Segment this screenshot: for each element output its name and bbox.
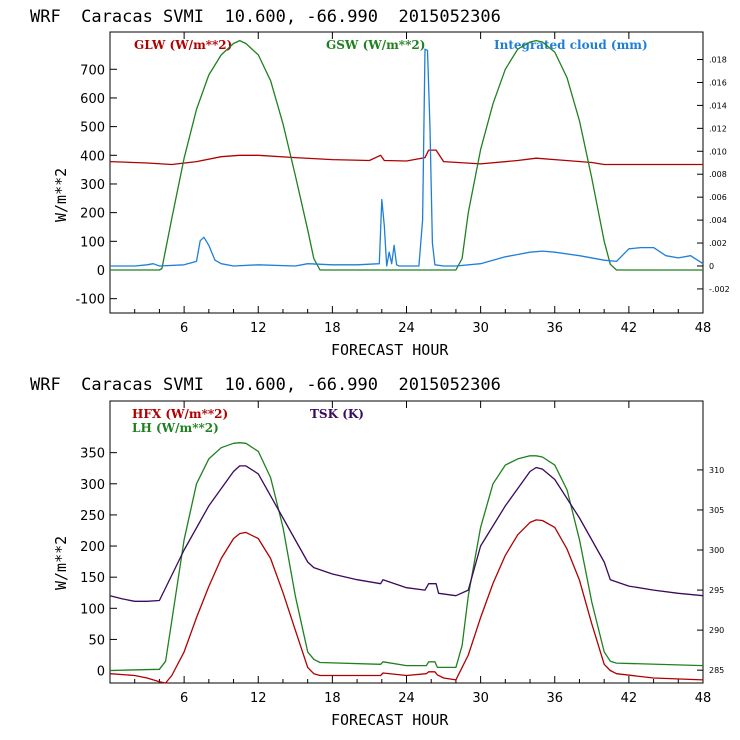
y-tick-label: 200 bbox=[80, 540, 105, 555]
y-tick-label: 250 bbox=[80, 509, 105, 524]
y-tick-label: 0 bbox=[97, 665, 105, 680]
y2-tick-label: 290 bbox=[709, 626, 724, 635]
x-axis-label: FORECAST HOUR bbox=[331, 711, 449, 729]
y2-tick-label: 285 bbox=[709, 666, 724, 675]
y2-tick-label: .016 bbox=[709, 78, 727, 87]
x-tick-label: 6 bbox=[180, 691, 188, 706]
x-tick-label: 42 bbox=[621, 321, 638, 336]
y-tick-label: 100 bbox=[80, 602, 105, 617]
y2-tick-label: .004 bbox=[709, 216, 727, 225]
y-tick-label: 500 bbox=[80, 121, 105, 136]
x-tick-label: 12 bbox=[250, 691, 267, 706]
legend-hfx: HFX (W/m**2) bbox=[132, 407, 228, 421]
y2-tick-label: 0 bbox=[709, 262, 714, 271]
x-tick-label: 48 bbox=[695, 321, 712, 336]
x-tick-label: 24 bbox=[398, 691, 415, 706]
x-tick-label: 24 bbox=[398, 321, 415, 336]
y-tick-label: 600 bbox=[80, 92, 105, 107]
legend-tsk: TSK (K) bbox=[310, 407, 364, 421]
x-tick-label: 30 bbox=[472, 321, 489, 336]
y2-tick-label: 305 bbox=[709, 506, 724, 515]
y2-tick-label: .010 bbox=[709, 147, 727, 156]
y2-tick-label: .006 bbox=[709, 193, 727, 202]
series-line-glw bbox=[109, 149, 703, 166]
x-tick-label: 12 bbox=[250, 321, 267, 336]
chart-title: WRF Caracas SVMI 10.600, -66.990 2015052… bbox=[30, 375, 501, 395]
x-tick-label: 48 bbox=[695, 691, 712, 706]
series-line-integrated bbox=[110, 48, 704, 267]
y-tick-label: 100 bbox=[80, 235, 105, 250]
series-line-tsk bbox=[109, 465, 704, 602]
legend-lh: LH (W/m**2) bbox=[132, 421, 219, 435]
y2-tick-label: .002 bbox=[709, 239, 727, 248]
y-tick-label: 350 bbox=[80, 447, 105, 462]
y2-tick-label: .014 bbox=[709, 101, 727, 110]
surface-flux-chart: WRF Caracas SVMI 10.600, -66.990 2015052… bbox=[30, 375, 724, 729]
y-axis-label: W/m**2 bbox=[52, 168, 70, 222]
y-tick-label: 300 bbox=[80, 178, 105, 193]
chart-title: WRF Caracas SVMI 10.600, -66.990 2015052… bbox=[30, 7, 501, 27]
x-tick-label: 18 bbox=[324, 691, 341, 706]
legend-glw: GLW (W/m**2) bbox=[134, 38, 232, 52]
y2-tick-label: .018 bbox=[709, 56, 727, 65]
series-line-lh bbox=[109, 442, 704, 672]
x-axis-label: FORECAST HOUR bbox=[331, 341, 449, 359]
y-tick-label: 0 bbox=[97, 264, 105, 279]
y-tick-label: 50 bbox=[88, 633, 105, 648]
plot-frame bbox=[109, 400, 704, 684]
plot-frame bbox=[109, 31, 704, 314]
y2-tick-label: -.002 bbox=[709, 285, 730, 294]
y2-tick-label: .012 bbox=[709, 124, 727, 133]
radiation-chart: WRF Caracas SVMI 10.600, -66.990 2015052… bbox=[30, 7, 730, 359]
legend-gsw: GSW (W/m**2) bbox=[326, 38, 425, 52]
y2-tick-label: 300 bbox=[709, 546, 724, 555]
y-tick-label: 200 bbox=[80, 207, 105, 222]
y-tick-label: 150 bbox=[80, 571, 105, 586]
y-tick-label: 400 bbox=[80, 149, 105, 164]
y-tick-label: -100 bbox=[75, 293, 105, 308]
y-tick-label: 700 bbox=[80, 63, 105, 78]
y2-tick-label: 310 bbox=[709, 466, 724, 475]
series-line-hfx bbox=[109, 519, 704, 684]
x-tick-label: 36 bbox=[546, 321, 563, 336]
y2-tick-label: 295 bbox=[709, 586, 724, 595]
x-tick-label: 42 bbox=[621, 691, 638, 706]
series-line-gsw bbox=[110, 39, 703, 271]
y-tick-label: 300 bbox=[80, 478, 105, 493]
x-tick-label: 36 bbox=[546, 691, 563, 706]
y-axis-label: W/m**2 bbox=[52, 536, 70, 590]
x-tick-label: 6 bbox=[180, 321, 188, 336]
x-tick-label: 30 bbox=[472, 691, 489, 706]
y2-tick-label: .008 bbox=[709, 170, 727, 179]
x-tick-label: 18 bbox=[324, 321, 341, 336]
